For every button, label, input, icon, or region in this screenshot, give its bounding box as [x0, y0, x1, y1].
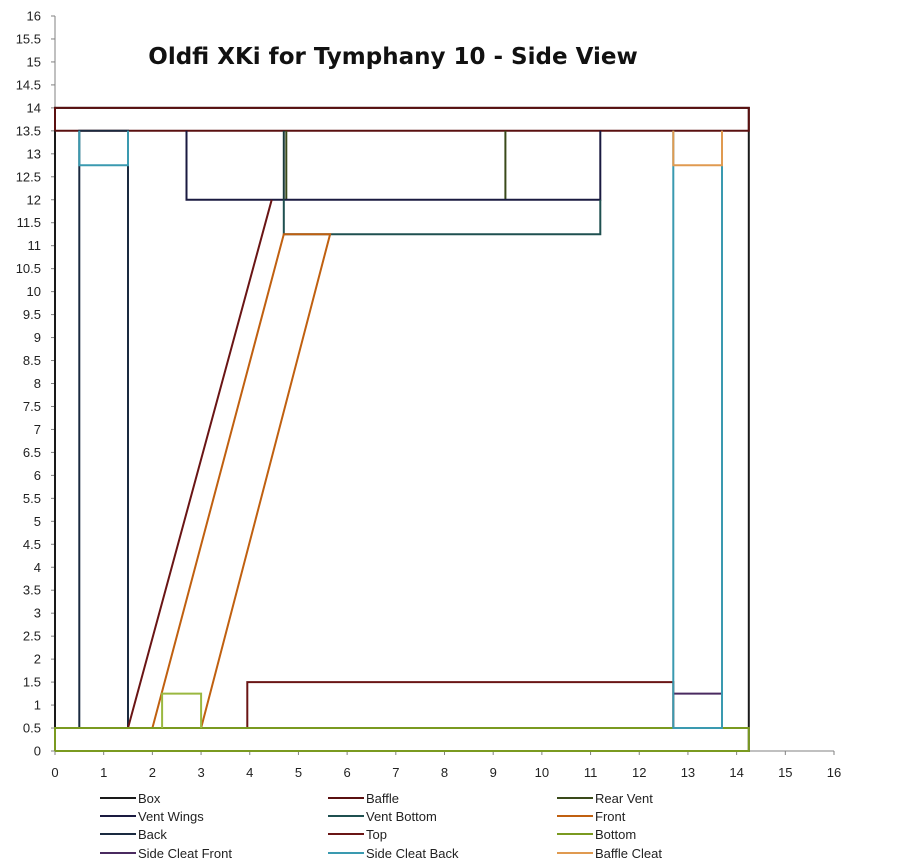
y-tick-label: 11.5	[17, 215, 41, 230]
y-tick-label: 16	[27, 9, 41, 24]
x-tick-label: 4	[246, 765, 253, 780]
y-tick-label: 0	[34, 744, 41, 759]
legend: Box Baffle Rear Vent Vent Wings Vent Bottom F…	[100, 791, 662, 861]
y-tick-label: 12.5	[16, 169, 41, 184]
y-tick-label: 5	[34, 514, 41, 529]
legend-label: Top	[366, 827, 387, 842]
y-tick-label: 10	[27, 284, 41, 299]
legend-label: Back	[138, 827, 167, 842]
series-line-box	[54, 106, 750, 752]
x-tick-label: 9	[490, 765, 497, 780]
chart-title: Oldfi XKi for Tymphany 10 - Side View	[148, 44, 637, 70]
y-tick-label: 6	[34, 468, 41, 483]
legend-label: Baffle	[366, 791, 399, 806]
legend-label: Vent Wings	[138, 809, 204, 824]
series-line-side-cleat-back	[78, 130, 723, 729]
y-tick-label: 7	[34, 422, 41, 437]
y-tick-label: 13	[27, 146, 41, 161]
series-line-vent-wings	[185, 130, 602, 201]
axes: 00.511.522.533.544.555.566.577.588.599.5…	[16, 9, 842, 781]
series-line-top	[127, 199, 675, 729]
series-line-bottom	[54, 727, 750, 752]
series-line-rear-vent	[285, 130, 507, 200]
y-tick-label: 4	[34, 560, 41, 575]
y-tick-label: 9	[34, 330, 41, 345]
series-line-vent-bottom	[282, 199, 602, 236]
y-tick-label: 8	[34, 376, 41, 391]
y-tick-label: 13.5	[16, 123, 41, 138]
y-tick-label: 8.5	[23, 353, 41, 368]
series-line-baffle	[54, 106, 750, 132]
x-tick-label: 7	[392, 765, 399, 780]
legend-label: Front	[595, 809, 626, 824]
x-tick-label: 11	[584, 765, 598, 780]
y-tick-label: 7.5	[23, 399, 41, 414]
series-line-front	[151, 233, 332, 729]
y-tick-label: 3	[34, 606, 41, 621]
y-tick-label: 2.5	[23, 629, 41, 644]
y-tick-label: 12	[27, 192, 41, 207]
x-tick-label: 3	[197, 765, 204, 780]
y-tick-label: 2	[34, 652, 41, 667]
x-tick-label: 14	[729, 765, 743, 780]
legend-label: Baffle Cleat	[595, 846, 662, 861]
series-layer	[54, 106, 750, 752]
y-tick-label: 15	[27, 54, 41, 69]
x-tick-label: 6	[344, 765, 351, 780]
y-tick-label: 4.5	[23, 537, 41, 552]
y-tick-label: 10.5	[16, 261, 41, 276]
y-tick-label: 14	[27, 100, 41, 115]
series-line-baffle-cleat	[672, 130, 723, 167]
y-tick-label: 5.5	[23, 491, 41, 506]
x-tick-label: 13	[681, 765, 695, 780]
y-tick-label: 1.5	[23, 675, 41, 690]
legend-label: Box	[138, 791, 161, 806]
series-line-side-cleat-front	[673, 692, 723, 729]
x-tick-label: 10	[535, 765, 549, 780]
series-line-segment	[161, 692, 203, 728]
x-tick-label: 0	[51, 765, 58, 780]
y-tick-label: 14.5	[16, 77, 41, 92]
legend-label: Rear Vent	[595, 791, 653, 806]
y-tick-label: 1	[34, 698, 41, 713]
legend-label: Side Cleat Back	[366, 846, 459, 861]
y-tick-label: 15.5	[16, 31, 41, 46]
x-tick-label: 8	[441, 765, 448, 780]
legend-label: Vent Bottom	[366, 809, 437, 824]
x-tick-label: 16	[827, 765, 841, 780]
x-tick-label: 2	[149, 765, 156, 780]
legend-label: Bottom	[595, 827, 636, 842]
y-tick-label: 11	[28, 238, 42, 253]
y-tick-label: 3.5	[23, 583, 41, 598]
y-tick-label: 6.5	[23, 445, 41, 460]
x-tick-label: 12	[632, 765, 646, 780]
legend-label: Side Cleat Front	[138, 846, 232, 861]
y-tick-label: 0.5	[23, 721, 41, 736]
series-line-back	[78, 129, 129, 729]
y-tick-label: 9.5	[23, 307, 41, 322]
x-tick-label: 15	[778, 765, 792, 780]
x-tick-label: 5	[295, 765, 302, 780]
x-tick-label: 1	[100, 765, 107, 780]
